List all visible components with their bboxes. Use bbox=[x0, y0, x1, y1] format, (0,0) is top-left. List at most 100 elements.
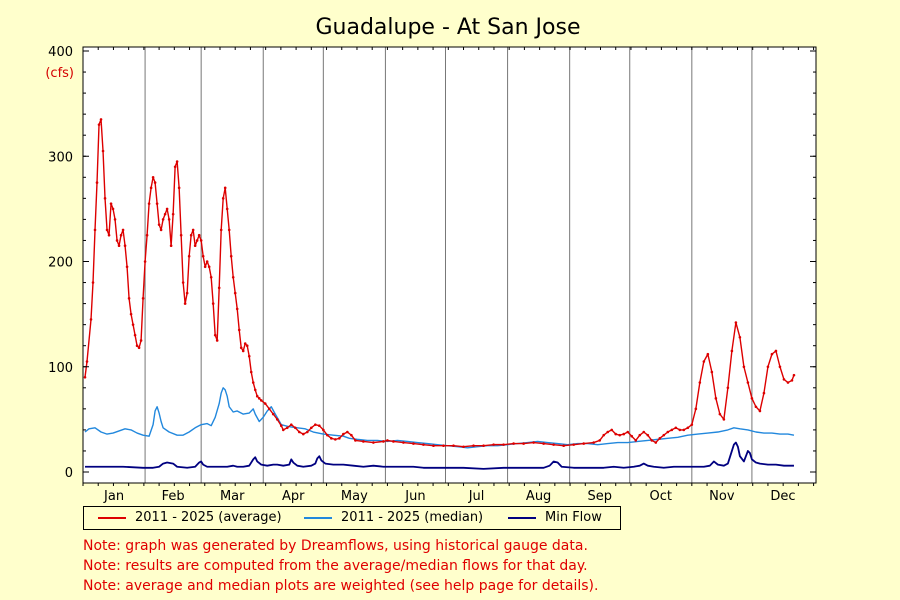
data-point-average bbox=[532, 441, 535, 444]
data-point-average bbox=[225, 207, 229, 211]
x-tick-label: Jan bbox=[103, 489, 124, 504]
data-point-average bbox=[542, 442, 545, 445]
data-point-average bbox=[103, 197, 107, 200]
data-point-average bbox=[147, 202, 151, 205]
data-point-average bbox=[167, 218, 171, 221]
data-point-average bbox=[666, 430, 670, 434]
data-point-average bbox=[662, 433, 666, 437]
data-point-average bbox=[792, 373, 796, 377]
data-point-average bbox=[592, 441, 595, 444]
legend-item-minflow: Min Flow bbox=[508, 510, 602, 525]
data-point-average bbox=[105, 228, 109, 232]
data-point-average bbox=[326, 433, 329, 437]
legend-swatch-median bbox=[304, 516, 332, 519]
y-tick-label: 0 bbox=[65, 466, 73, 481]
data-point-average bbox=[786, 381, 790, 384]
data-point-average bbox=[614, 432, 618, 436]
data-point-average bbox=[293, 426, 297, 430]
data-point-average bbox=[746, 381, 750, 384]
data-point-average bbox=[694, 407, 698, 411]
data-point-average bbox=[85, 360, 89, 363]
x-tick-label: May bbox=[341, 489, 368, 504]
data-point-average bbox=[674, 426, 678, 430]
data-point-average bbox=[209, 275, 213, 279]
data-point-average bbox=[233, 291, 237, 295]
data-point-average bbox=[642, 430, 646, 434]
data-point-average bbox=[402, 441, 405, 444]
note-line: Note: results are computed from the aver… bbox=[83, 558, 588, 574]
data-point-average bbox=[257, 397, 261, 400]
legend-label-average: 2011 - 2025 (average) bbox=[135, 510, 282, 525]
data-point-average bbox=[191, 228, 195, 232]
data-point-average bbox=[552, 443, 555, 446]
data-point-average bbox=[203, 265, 207, 269]
data-point-average bbox=[338, 437, 341, 440]
data-point-average bbox=[213, 333, 217, 337]
data-point-average bbox=[253, 388, 257, 392]
data-point-average bbox=[610, 428, 614, 432]
data-point-average bbox=[127, 297, 131, 300]
data-point-average bbox=[155, 202, 159, 205]
data-point-average bbox=[241, 349, 245, 353]
data-point-average bbox=[790, 379, 794, 382]
data-point-average bbox=[173, 165, 177, 169]
data-point-average bbox=[175, 160, 179, 163]
data-point-average bbox=[606, 430, 610, 434]
data-point-average bbox=[706, 352, 710, 356]
plot-area bbox=[83, 47, 816, 483]
x-tick-label: Aug bbox=[526, 489, 551, 504]
data-point-average bbox=[255, 394, 259, 398]
data-point-average bbox=[227, 228, 231, 232]
data-point-average bbox=[670, 428, 674, 432]
data-point-average bbox=[197, 233, 201, 237]
data-point-average bbox=[165, 207, 169, 211]
data-point-average bbox=[452, 444, 455, 447]
data-point-average bbox=[121, 228, 125, 232]
data-point-average bbox=[630, 434, 634, 438]
data-point-average bbox=[622, 432, 626, 436]
data-point-average bbox=[698, 381, 702, 384]
y-unit-label: (cfs) bbox=[45, 66, 74, 81]
data-point-average bbox=[141, 297, 145, 300]
data-point-average bbox=[770, 352, 774, 356]
data-point-average bbox=[750, 397, 754, 400]
data-point-average bbox=[93, 228, 97, 232]
axes: Jan Feb Mar Apr May Jun Jul Aug Sep Oct Nov Dec 0 100… bbox=[48, 45, 816, 504]
y-tick-label: 300 bbox=[48, 150, 73, 165]
data-point-average bbox=[109, 202, 113, 205]
data-point-average bbox=[117, 244, 121, 248]
data-point-average bbox=[201, 254, 205, 258]
legend-item-median: 2011 - 2025 (median) bbox=[304, 510, 483, 525]
data-point-average bbox=[602, 433, 606, 437]
data-point-average bbox=[279, 424, 283, 427]
data-point-average bbox=[782, 378, 786, 381]
data-point-average bbox=[135, 344, 139, 348]
data-point-average bbox=[221, 197, 225, 200]
data-point-average bbox=[237, 328, 241, 332]
data-point-average bbox=[97, 123, 101, 126]
data-point-average bbox=[618, 433, 622, 437]
data-point-average bbox=[157, 223, 161, 226]
data-point-average bbox=[734, 321, 738, 324]
data-point-average bbox=[302, 432, 305, 436]
data-point-average bbox=[187, 254, 191, 258]
data-point-average bbox=[239, 346, 243, 350]
data-point-average bbox=[310, 426, 313, 430]
data-point-average bbox=[123, 244, 127, 248]
data-point-average bbox=[738, 335, 742, 339]
data-point-average bbox=[522, 442, 525, 445]
legend-swatch-average bbox=[98, 516, 126, 519]
data-point-average bbox=[322, 428, 325, 432]
data-point-average bbox=[195, 239, 199, 242]
data-point-average bbox=[702, 360, 706, 363]
data-point-average bbox=[432, 444, 435, 447]
data-point-average bbox=[382, 440, 385, 443]
data-point-average bbox=[472, 444, 475, 447]
notes: Note: graph was generated by Dreamflows,… bbox=[83, 536, 598, 596]
data-point-average bbox=[163, 212, 167, 216]
data-point-average bbox=[223, 186, 227, 190]
data-point-average bbox=[107, 233, 111, 237]
data-point-average bbox=[646, 433, 650, 437]
data-point-average bbox=[714, 397, 718, 400]
data-point-average bbox=[83, 375, 87, 379]
